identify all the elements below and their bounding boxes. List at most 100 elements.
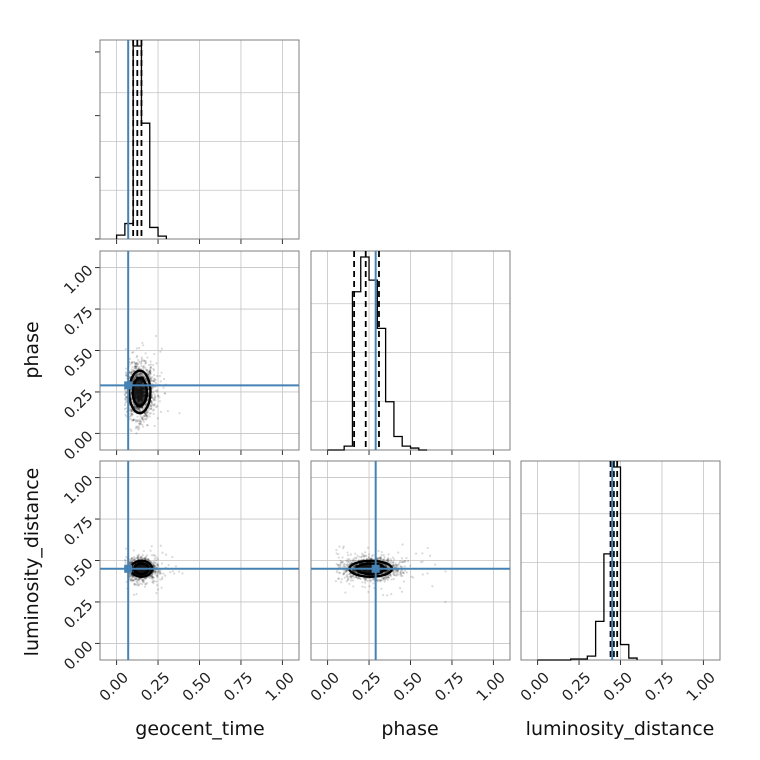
sample-point	[386, 565, 389, 568]
sample-point	[384, 577, 387, 580]
sample-point	[164, 574, 167, 577]
sample-point	[335, 552, 338, 555]
sample-point	[139, 372, 142, 375]
sample-point	[154, 565, 157, 568]
sample-point	[405, 571, 408, 574]
sample-point	[346, 561, 349, 564]
sample-point	[141, 578, 145, 582]
sample-point	[173, 572, 176, 575]
sample-point	[379, 555, 383, 559]
sample-point	[135, 374, 139, 378]
sample-point	[357, 559, 360, 562]
sample-point	[157, 570, 160, 573]
sample-point	[384, 564, 387, 568]
y-tick-label-luminosity_distance: 0.00	[60, 637, 96, 673]
sample-point	[123, 407, 127, 411]
sample-point	[357, 576, 360, 579]
sample-point	[145, 380, 149, 383]
sample-point	[153, 403, 157, 406]
sample-point	[152, 369, 156, 372]
sample-point	[149, 363, 152, 366]
sample-point	[401, 574, 404, 578]
sample-point	[125, 372, 128, 375]
sample-point	[138, 410, 142, 413]
sample-point	[145, 415, 149, 418]
sample-point	[144, 583, 147, 586]
sample-point	[148, 372, 151, 375]
panels: 0.00 0.25 0.50 0.75 1.00 0.00 0.25 0.50 0.75 1.00…	[60, 39, 721, 705]
sample-point	[421, 560, 424, 563]
sample-point	[361, 585, 364, 588]
sample-point	[134, 578, 138, 581]
sample-point	[134, 362, 137, 366]
sample-point	[134, 407, 137, 410]
sample-point	[142, 579, 145, 582]
sample-point	[146, 411, 149, 414]
sample-point	[143, 375, 146, 378]
sample-point	[154, 571, 157, 574]
sample-point	[136, 556, 139, 560]
sample-point	[142, 420, 145, 423]
sample-point	[407, 560, 410, 563]
sample-point	[157, 394, 160, 397]
sample-point	[153, 377, 156, 380]
sample-point	[385, 570, 389, 573]
sample-point	[144, 555, 147, 559]
sample-point	[358, 555, 361, 559]
sample-point	[125, 391, 128, 394]
sample-point	[131, 379, 134, 382]
sample-point	[139, 407, 142, 410]
sample-point	[386, 557, 390, 560]
sample-point	[145, 582, 149, 585]
sample-point	[145, 414, 148, 417]
sample-point	[368, 585, 371, 588]
sample-point	[152, 404, 156, 407]
sample-point	[395, 564, 398, 567]
sample-point	[155, 405, 159, 408]
sample-point	[134, 583, 137, 586]
sample-point	[129, 578, 132, 581]
sample-point	[380, 579, 383, 582]
sample-point	[135, 365, 138, 368]
sample-point	[130, 414, 133, 417]
sample-point	[134, 557, 137, 560]
x-tick-label-luminosity_distance: 0.25	[558, 668, 594, 704]
sample-point	[133, 405, 136, 408]
sample-point	[153, 352, 156, 356]
sample-point	[399, 569, 402, 573]
y-tick-label-luminosity_distance: 0.25	[60, 596, 96, 632]
sample-point	[145, 379, 148, 383]
sample-point	[137, 373, 141, 376]
sample-point	[342, 546, 345, 550]
sample-point	[335, 562, 338, 566]
hist-panel-phase	[310, 250, 511, 455]
sample-point	[147, 373, 150, 376]
sample-point	[137, 428, 140, 431]
sample-point	[129, 579, 132, 582]
sample-point	[138, 372, 141, 375]
sample-point	[386, 578, 389, 582]
ylabel-luminosity-distance: luminosity_distance	[21, 468, 43, 657]
sample-point	[161, 576, 164, 579]
sample-point	[391, 556, 395, 559]
sample-point	[152, 581, 155, 585]
sample-point	[142, 375, 145, 379]
sample-point	[158, 572, 162, 576]
sample-point	[392, 564, 395, 567]
sample-point	[138, 427, 141, 430]
sample-point	[125, 580, 128, 583]
sample-point	[144, 412, 147, 416]
sample-point	[138, 418, 141, 421]
sample-point	[345, 574, 348, 577]
sample-point	[132, 377, 135, 380]
sample-point	[141, 580, 144, 583]
sample-point	[350, 575, 353, 578]
sample-point	[159, 578, 162, 581]
sample-point	[346, 563, 349, 566]
sample-point	[349, 553, 353, 556]
sample-point	[154, 334, 158, 338]
sample-point	[148, 375, 151, 379]
sample-point	[171, 570, 174, 573]
x-tick-label-geocent_time: 0.75	[220, 668, 256, 704]
sample-point	[143, 585, 147, 588]
